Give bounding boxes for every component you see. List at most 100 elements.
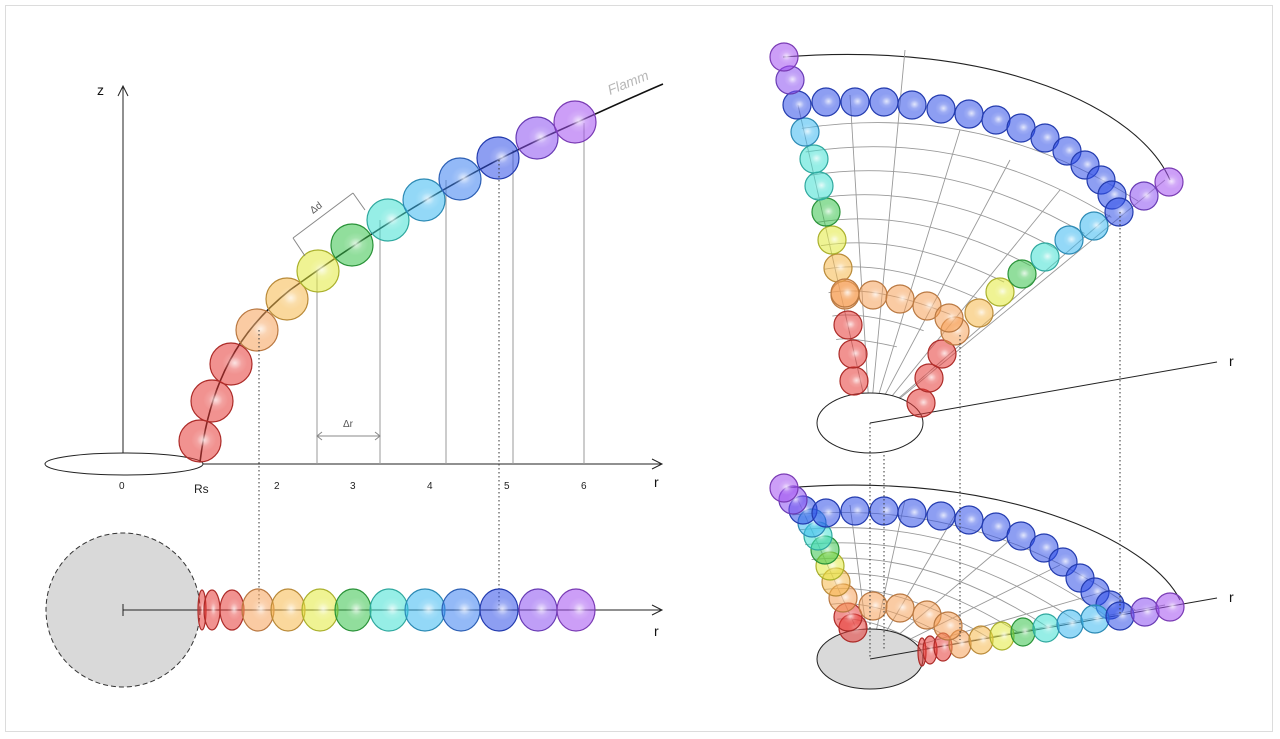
curve-sphere — [265, 277, 309, 321]
grid-arc — [817, 218, 1032, 267]
wedge-top-sphere — [769, 42, 799, 72]
curve-sphere — [553, 100, 597, 144]
wedge-bottom-sphere — [1010, 617, 1036, 647]
wedge-bottom-sphere — [1006, 521, 1036, 551]
wedge-bottom-sphere — [989, 621, 1015, 651]
wedge-top-sphere — [964, 298, 994, 328]
wedge-top-sphere — [782, 90, 812, 120]
curve-sphere — [438, 157, 482, 201]
wedge-bottom-sphere — [968, 625, 994, 655]
wedge-top-sphere — [1006, 113, 1036, 143]
grid-arc — [798, 527, 1107, 617]
wedge-bottom-sphere — [769, 473, 799, 503]
wedge-bottom-sphere — [1105, 601, 1135, 631]
delta-r-arrow-left — [316, 431, 323, 441]
r-axis-bottom-label: r — [654, 623, 659, 639]
grid-line — [869, 49, 906, 424]
curve-sphere — [330, 223, 374, 267]
wedge-top-sphere — [869, 87, 899, 117]
wedge-top-sphere — [912, 291, 942, 321]
curve-sphere — [402, 178, 446, 222]
wedge-top-spheres — [769, 42, 1184, 418]
wedge-top-sphere — [1129, 181, 1159, 211]
wedge-top-grid — [782, 49, 1171, 424]
wedge-bottom-r-label: r — [1229, 589, 1234, 605]
wedge-top-sphere — [914, 363, 944, 393]
delta-d-tick-b — [352, 192, 366, 211]
wedge-top-sphere — [858, 280, 888, 310]
delta-d-line — [292, 192, 354, 239]
row-sphere — [203, 589, 221, 631]
wedge-top-sphere — [804, 171, 834, 201]
flamm-curve — [199, 83, 664, 463]
row-sphere — [556, 588, 596, 632]
wedge-bottom-sphere — [926, 501, 956, 531]
wedge-top-r-label: r — [1229, 353, 1234, 369]
grid-line — [869, 159, 1011, 424]
wedge-top-sphere — [775, 65, 805, 95]
row-sphere — [241, 588, 275, 632]
tick-4: 4 — [427, 481, 433, 492]
wedge-bottom-sphere — [1130, 597, 1160, 627]
row-spheres — [197, 588, 596, 632]
curve-sphere — [515, 116, 559, 160]
wedge-top-sphere — [840, 87, 870, 117]
flat-view-panel: r — [45, 532, 664, 688]
wedge-top-sphere — [985, 277, 1015, 307]
tick-rs: Rs — [194, 482, 209, 496]
grid-arc — [813, 194, 1058, 251]
wedge-top-sphere — [817, 225, 847, 255]
row-sphere — [441, 588, 481, 632]
r-axis-bottom-arrow — [651, 604, 664, 616]
z-axis-label: z — [97, 82, 104, 98]
curve-sphere — [366, 198, 410, 242]
embedding-panel: z r 0 Rs 2 3 4 5 6 Flamm Δd — [44, 67, 664, 610]
wedge-top-sphere — [1154, 167, 1184, 197]
horizon-ellipse — [44, 452, 204, 476]
wedge-top-sphere — [1007, 259, 1037, 289]
delta-d-label: Δd — [308, 200, 324, 216]
wedge-bottom-sphere — [840, 496, 870, 526]
wedge-top-sphere — [811, 197, 841, 227]
wedge-top-sphere — [885, 284, 915, 314]
projection-lines — [316, 123, 585, 464]
wedge-top-sphere — [839, 366, 869, 396]
wedge-top-sphere — [897, 90, 927, 120]
curve-sphere — [296, 249, 340, 293]
wedge-top-sphere — [954, 99, 984, 129]
grid-arc — [805, 146, 1112, 218]
r-axis-label: r — [654, 474, 659, 490]
row-sphere — [369, 588, 409, 632]
wedge-top-sphere — [906, 388, 936, 418]
wedge-bottom-sphere — [954, 505, 984, 535]
wedge-top-sphere — [799, 144, 829, 174]
curve-spheres — [178, 100, 597, 463]
r-axis-arrow — [651, 458, 664, 470]
wedge-bottom-sphere — [897, 498, 927, 528]
row-sphere — [270, 588, 306, 632]
grid-arc — [805, 542, 1077, 622]
wedge-bottom-sphere — [885, 593, 915, 623]
delta-d-tick-a — [292, 237, 306, 257]
grid-line — [869, 189, 1061, 424]
tick-3: 3 — [350, 481, 356, 492]
row-sphere — [334, 588, 372, 632]
wedge-top-sphere — [1104, 197, 1134, 227]
wedge-top-panel: r — [769, 42, 1234, 454]
tick-6: 6 — [581, 481, 587, 492]
wedge-top-sphere — [790, 117, 820, 147]
wedge-top-sphere — [838, 339, 868, 369]
wedge-top-sphere — [833, 310, 863, 340]
wedge-top-sphere — [811, 87, 841, 117]
wedge-bottom-sphere — [811, 498, 841, 528]
row-sphere — [404, 588, 446, 632]
wedge-bottom-sphere — [981, 512, 1011, 542]
curve-sphere — [178, 419, 222, 463]
wedge-top-sphere — [934, 303, 964, 333]
tick-5: 5 — [504, 481, 510, 492]
curve-sphere — [476, 136, 520, 180]
wedge-top-sphere — [1052, 136, 1082, 166]
row-sphere — [301, 588, 339, 632]
wedge-top-sphere — [1030, 242, 1060, 272]
